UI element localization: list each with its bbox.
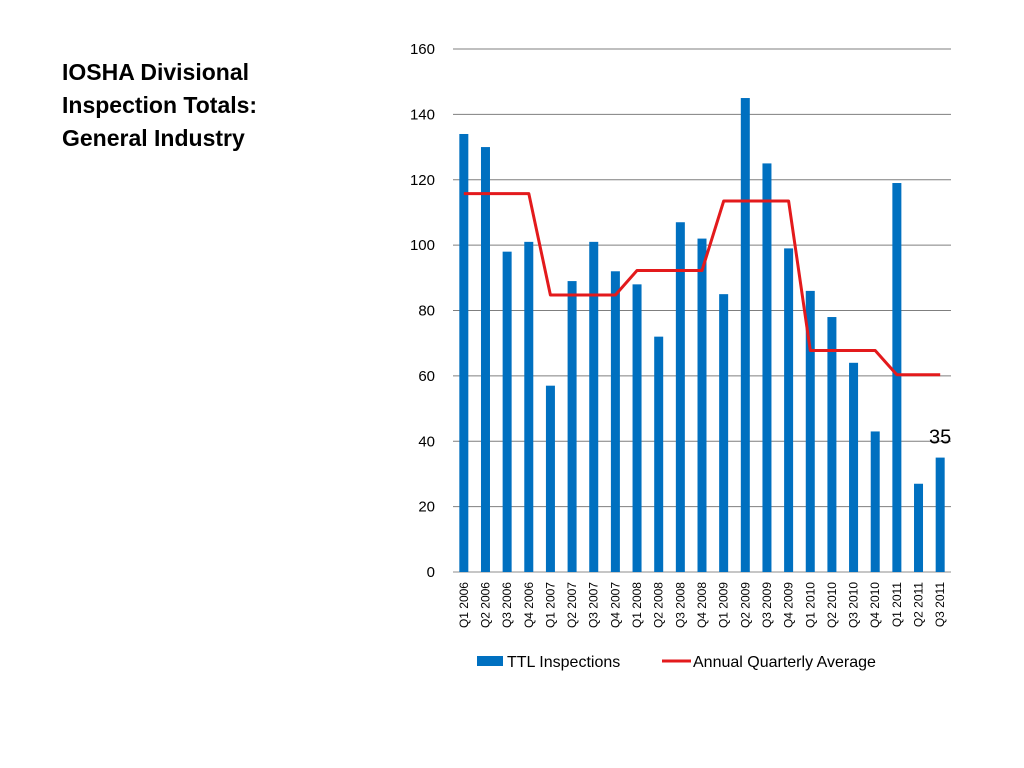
legend-label: Annual Quarterly Average xyxy=(693,654,876,671)
x-axis-ticks: Q1 2006 Q2 2006 Q3 2006 Q4 2006 Q1 2007 Q2 20… xyxy=(457,582,947,628)
x-tick-label: Q3 2010 xyxy=(847,582,861,628)
bar xyxy=(784,248,794,573)
bar xyxy=(545,385,555,572)
x-tick-label: Q3 2009 xyxy=(760,582,774,628)
slide-title: IOSHA Divisional Inspection Totals: Gene… xyxy=(62,56,342,155)
bar xyxy=(805,290,815,572)
bar xyxy=(827,317,837,572)
x-tick-label: Q1 2009 xyxy=(717,582,731,628)
bar xyxy=(589,241,599,572)
bar xyxy=(719,294,729,572)
y-axis-ticks: 0 20 40 60 80 100 120 140 160 xyxy=(410,41,435,581)
bar xyxy=(567,281,577,572)
y-tick-label: 60 xyxy=(418,368,435,385)
y-tick-label: 120 xyxy=(410,172,435,189)
x-tick-label: Q2 2008 xyxy=(652,582,666,628)
bar xyxy=(480,147,490,572)
y-tick-label: 40 xyxy=(418,433,435,450)
x-tick-label: Q2 2009 xyxy=(738,582,752,628)
x-tick-label: Q1 2010 xyxy=(803,582,817,628)
x-tick-label: Q1 2006 xyxy=(457,582,471,628)
title-line-1: IOSHA Divisional xyxy=(62,59,250,85)
x-tick-label: Q4 2007 xyxy=(608,582,622,628)
y-tick-label: 0 xyxy=(427,564,435,581)
bar xyxy=(459,133,469,573)
x-tick-label: Q1 2007 xyxy=(543,582,557,628)
x-tick-label: Q3 2006 xyxy=(500,582,514,628)
legend-swatch-bar xyxy=(477,656,503,666)
y-tick-label: 140 xyxy=(410,106,435,123)
bar xyxy=(654,336,664,572)
line-series xyxy=(463,192,941,377)
x-tick-label: Q4 2006 xyxy=(522,582,536,628)
bar xyxy=(524,241,534,572)
bar xyxy=(914,483,924,572)
y-tick-label: 160 xyxy=(410,41,435,58)
title-line-2: Inspection Totals: xyxy=(62,92,258,118)
x-tick-label: Q2 2007 xyxy=(565,582,579,628)
x-tick-label: Q2 2010 xyxy=(825,582,839,628)
y-tick-label: 100 xyxy=(410,237,435,254)
x-tick-label: Q4 2009 xyxy=(782,582,796,628)
bar xyxy=(740,98,750,572)
legend: TTL Inspections Annual Quarterly Average xyxy=(477,654,876,671)
bar xyxy=(892,183,902,573)
x-tick-label: Q1 2011 xyxy=(890,582,904,627)
bar xyxy=(632,284,642,572)
bar xyxy=(610,271,620,572)
x-tick-label: Q3 2007 xyxy=(587,582,601,628)
y-tick-label: 80 xyxy=(418,303,435,320)
x-tick-label: Q1 2008 xyxy=(630,582,644,628)
bar xyxy=(762,163,772,572)
x-tick-label: Q2 2006 xyxy=(478,582,492,628)
x-tick-label: Q3 2008 xyxy=(673,582,687,628)
bar xyxy=(675,222,685,572)
x-tick-label: Q4 2008 xyxy=(695,582,709,628)
bar xyxy=(697,238,707,572)
bar-series xyxy=(459,98,945,573)
bar xyxy=(870,431,880,572)
data-label: 35 xyxy=(929,427,951,449)
average-line xyxy=(463,192,941,377)
y-tick-label: 20 xyxy=(418,499,435,516)
annotations: 35 xyxy=(929,427,951,449)
bar xyxy=(502,251,512,572)
title-line-3: General Industry xyxy=(62,125,245,151)
x-tick-label: Q3 2011 xyxy=(933,582,947,627)
x-tick-label: Q4 2010 xyxy=(868,582,882,628)
x-tick-label: Q2 2011 xyxy=(912,582,926,627)
legend-label: TTL Inspections xyxy=(507,654,620,671)
bar xyxy=(849,362,859,572)
bar xyxy=(935,457,945,572)
